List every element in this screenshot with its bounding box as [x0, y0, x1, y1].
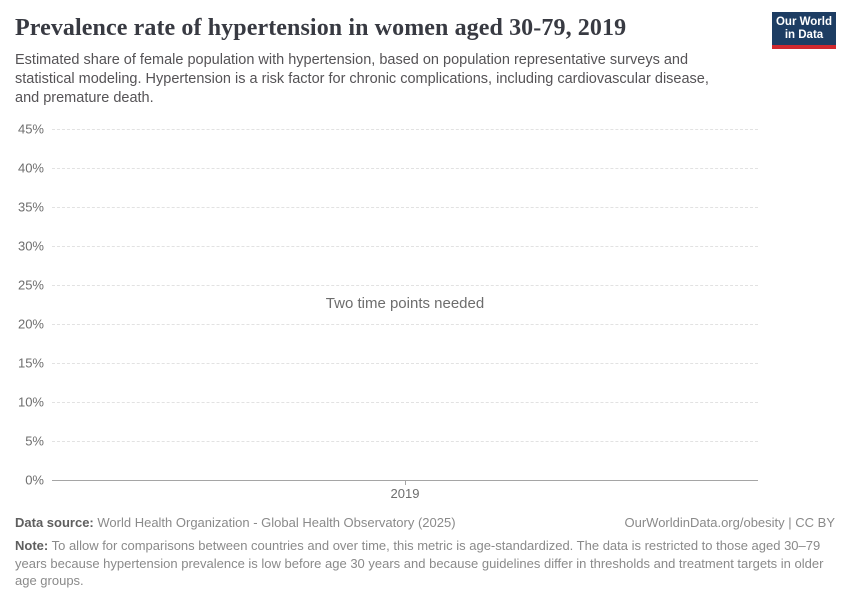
y-axis-tick-label: 20%: [17, 316, 44, 332]
y-gridline: [52, 206, 758, 208]
y-axis-tick-label: 5%: [25, 433, 44, 449]
y-axis-tick-label: 45%: [17, 121, 44, 136]
chart-subtitle: Estimated share of female population wit…: [15, 52, 709, 106]
y-axis-tick-label: 15%: [17, 355, 44, 371]
data-source-line: Data source: World Health Organization -…: [15, 515, 456, 530]
attribution-link[interactable]: OurWorldinData.org/obesity | CC BY: [624, 515, 836, 530]
y-axis-tick-label: 40%: [17, 160, 44, 176]
owid-logo-line2: in Data: [784, 29, 824, 41]
y-gridline: [52, 323, 758, 325]
footer-source-row: Data source: World Health Organization -…: [15, 515, 835, 530]
y-axis-tick-label: 10%: [17, 394, 44, 410]
y-axis-tick-label: 30%: [17, 238, 44, 254]
y-gridline: [52, 440, 758, 442]
data-source-label: Data source:: [15, 515, 94, 530]
y-axis-tick-label: 35%: [17, 199, 44, 215]
page-title: Prevalence rate of hypertension in women…: [15, 15, 627, 41]
y-gridline: [52, 128, 758, 130]
y-gridline: [52, 245, 758, 247]
note-label: Note:: [15, 538, 49, 553]
y-gridline: [52, 167, 758, 169]
footer-note: Note: To allow for comparisons between c…: [15, 537, 836, 590]
y-gridline: [52, 362, 758, 364]
y-gridline: [52, 284, 758, 286]
data-source-text: World Health Organization - Global Healt…: [97, 515, 456, 530]
owid-logo: Our World in Data: [772, 12, 836, 49]
x-axis-tick-mark: [404, 480, 406, 485]
y-axis-tick-label: 25%: [17, 277, 44, 293]
note-text: To allow for comparisons between countri…: [15, 538, 824, 588]
owid-logo-line1: Our World: [775, 16, 832, 28]
x-axis-tick-label: 2019: [390, 486, 420, 501]
empty-state-message: Two time points needed: [325, 295, 485, 312]
y-gridline: [52, 401, 758, 403]
y-axis-tick-label: 0%: [25, 472, 44, 488]
